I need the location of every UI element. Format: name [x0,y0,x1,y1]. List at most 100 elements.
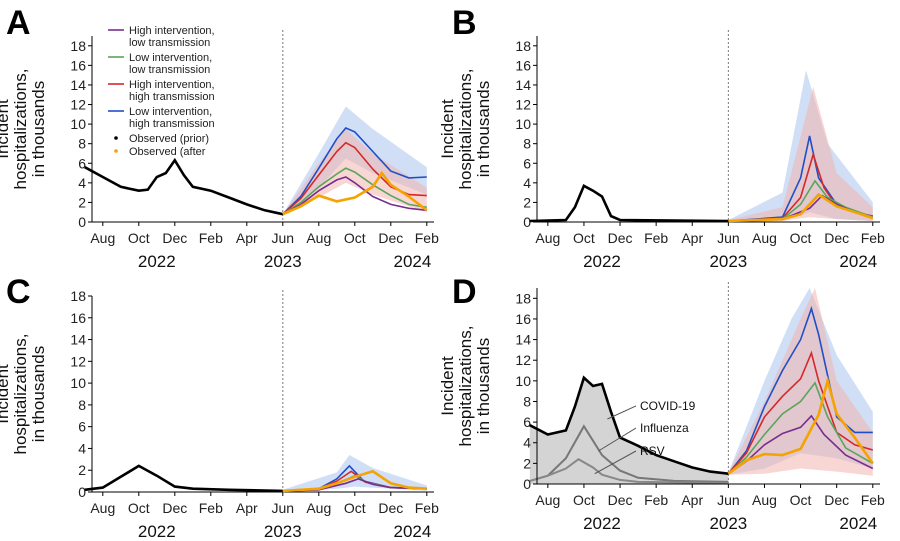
panel-c-xtick-5: Jun [272,500,295,516]
panel-letter-c: C [6,273,31,311]
legend-label-low_int_low_trans: Low intervention, [129,52,212,64]
legend-swatch-observed_prior [114,136,118,140]
panel-a-series-low_int_low_trans [282,167,427,215]
legend-swatch-observed_after [114,149,118,153]
panel-d-xtick-1: Oct [573,492,595,508]
panel-d-ytick-4: 4 [523,435,531,451]
legend-label-low_int_low_trans-2: low transmission [129,64,210,76]
panel-d-y-axis-label-1: Incident [438,356,457,416]
panel-d-xtick-3: Feb [644,492,668,508]
panel-d-rsv-line [529,458,729,484]
panel-b-y-axis-label-1: Incident [438,99,457,159]
panel-a-ytick-6: 6 [78,155,86,171]
panel-c-xtick-9: Feb [415,500,439,516]
panel-c-xtick-3: Feb [199,500,223,516]
panel-d-ytick-14: 14 [515,332,531,348]
legend-label-high_int_low_trans-2: low transmission [129,37,210,49]
legend-label-high_int_low_trans: High intervention, [129,25,215,37]
legend-label-observed_after: Observed (after [129,146,206,158]
panel-b-y-axis-label-2: hospitalizations, [456,69,475,190]
panel-c-y-axis-label-3: in thousands [29,346,48,442]
panel-b-xtick-4: Apr [681,230,703,246]
panel-a-xtick-2: Dec [162,230,187,246]
panel-a-ytick-4: 4 [78,175,86,191]
panel-a-y-axis-label-3: in thousands [29,81,48,177]
panel-d-year-2024: 2024 [839,514,877,533]
panel-c-ytick-0: 0 [78,484,86,500]
panel-d-xtick-9: Feb [861,492,885,508]
panel-a-xtick-1: Oct [128,230,150,246]
panel-d-annotation-rsv: RSV [640,444,665,458]
panel-d-xtick-2: Dec [608,492,633,508]
panel-d-xtick-5: Jun [717,492,740,508]
panel-c-year-2023: 2023 [264,522,302,541]
panel-a-xtick-7: Oct [344,230,366,246]
panel-d-annotation-pointer-0 [607,405,637,420]
panel-b-ytick-12: 12 [515,97,531,113]
panel-a-xtick-0: Aug [90,230,115,246]
panel-b-ytick-18: 18 [515,38,531,54]
panel-b-year-2024: 2024 [839,252,877,271]
panel-b-xtick-9: Feb [861,230,885,246]
panel-b-ytick-8: 8 [523,136,531,152]
panel-b-xtick-6: Aug [752,230,777,246]
panel-d-ytick-12: 12 [515,352,531,368]
panel-a-ytick-2: 2 [78,194,86,210]
panel-b-year-2023: 2023 [709,252,747,271]
panel-d-influenza-line [529,424,729,483]
panel-d-series-high_int_low_trans [727,414,874,475]
panel-c-year-2024: 2024 [393,522,431,541]
panel-b-ytick-0: 0 [523,214,531,230]
panel-a-xtick-4: Apr [236,230,258,246]
legend-label-observed_prior: Observed (prior) [129,133,209,145]
panel-c-xtick-2: Dec [162,500,187,516]
legend-label-high_int_high_trans: High intervention, [129,79,215,91]
panel-b-xtick-7: Oct [790,230,812,246]
panel-c-ytick-10: 10 [70,375,86,391]
panel-d-covid-area [529,377,729,484]
panel-d-ytick-18: 18 [515,290,531,306]
panel-a-series-low_int_high_trans [282,127,427,215]
panel-b-ytick-16: 16 [515,57,531,73]
panel-d-ytick-8: 8 [523,393,531,409]
panel-a-xtick-3: Feb [199,230,223,246]
panel-a-ytick-12: 12 [70,97,86,113]
panel-d-xtick-8: Dec [824,492,849,508]
panel-a-series-high_int_low_trans [282,176,427,215]
panel-b-observed-after [728,192,874,223]
panel-b-band-1 [728,86,873,223]
panel-d-ytick-16: 16 [515,311,531,327]
panel-c-xtick-1: Oct [128,500,150,516]
panel-b: Incident hospitalizations, in thousands 0 2 4… [438,30,885,271]
panel-c-ytick-4: 4 [78,440,86,456]
panel-b-xtick-2: Dec [608,230,633,246]
panel-b-year-2022: 2022 [583,252,621,271]
panel-b-xtick-0: Aug [535,230,560,246]
panel-c-ytick-8: 8 [78,397,86,413]
panel-d-ytick-2: 2 [523,455,531,471]
panel-c-ytick-14: 14 [70,332,86,348]
panel-c-ytick-6: 6 [78,419,86,435]
panel-b-ytick-14: 14 [515,77,531,93]
panel-a-ytick-14: 14 [70,77,86,93]
panel-d-xtick-4: Apr [681,492,703,508]
panel-c-xtick-0: Aug [90,500,115,516]
panel-d-xtick-7: Oct [790,492,812,508]
panel-c-ytick-18: 18 [70,288,86,304]
panel-c-y-axis-label-2: hospitalizations, [11,334,30,455]
panel-c-xtick-7: Oct [344,500,366,516]
panel-a-ytick-18: 18 [70,38,86,54]
panel-d-observed-prior [529,375,729,475]
panel-d-ytick-10: 10 [515,373,531,389]
panel-d-annotation-covid-19: COVID-19 [640,399,696,413]
panel-a-ytick-10: 10 [70,116,86,132]
panel-letter-b: B [452,4,477,42]
panel-d: Incident hospitalizations, in thousands 0 2 4… [438,282,885,533]
panel-d-year-2022: 2022 [583,514,621,533]
panel-d-annotation-pointer-1 [598,427,637,452]
panel-b-xtick-3: Feb [644,230,668,246]
panel-a-year-2022: 2022 [138,252,176,271]
panel-a-observed-after [282,170,428,216]
panel-a-xtick-8: Dec [378,230,403,246]
